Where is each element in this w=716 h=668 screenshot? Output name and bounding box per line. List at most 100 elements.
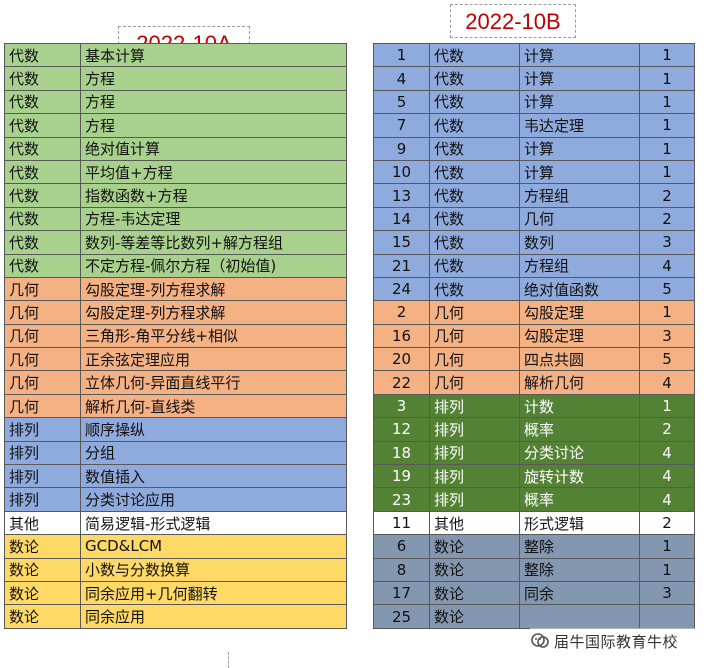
table-row: 数论 GCD&LCM [4, 534, 347, 559]
category-cell: 几何 [4, 347, 81, 372]
topic-cell: 平均值+方程 [80, 159, 347, 185]
topic-cell: 勾股定理 [519, 323, 640, 349]
topic-cell: 解析几何-直线类 [80, 393, 347, 419]
category-cell: 其他 [429, 510, 520, 536]
question-number-cell: 21 [373, 253, 430, 278]
table-row: 排列 顺序操纵 [4, 417, 347, 442]
topic-cell: 勾股定理 [519, 300, 640, 325]
dashed-guide-line [228, 652, 229, 668]
difficulty-cell: 4 [639, 487, 695, 512]
category-cell: 数论 [429, 534, 520, 559]
difficulty-cell: 1 [639, 136, 695, 161]
topic-cell: 整除 [519, 557, 640, 582]
table-row: 24 代数 绝对值函数 5 [373, 276, 695, 302]
category-cell: 代数 [429, 206, 520, 232]
difficulty-cell: 5 [639, 347, 695, 372]
question-number-cell: 24 [373, 276, 430, 302]
difficulty-cell: 5 [639, 276, 695, 302]
question-number-cell: 15 [373, 230, 430, 255]
category-cell: 几何 [4, 370, 81, 395]
question-number-cell: 25 [373, 604, 430, 629]
category-cell: 代数 [429, 89, 520, 115]
topic-cell [519, 604, 640, 629]
table-row: 14 代数 几何 2 [373, 206, 695, 232]
category-cell: 数论 [4, 604, 81, 629]
category-cell: 数论 [429, 580, 520, 606]
table-row: 其他 简易逻辑-形式逻辑 [4, 510, 347, 536]
topic-cell: 概率 [519, 417, 640, 442]
question-number-cell: 9 [373, 136, 430, 161]
difficulty-cell: 1 [639, 89, 695, 115]
table-row: 几何 三角形-角平分线+相似 [4, 323, 347, 349]
category-cell: 代数 [429, 159, 520, 185]
category-cell: 代数 [429, 183, 520, 208]
topic-cell: 勾股定理-列方程求解 [80, 276, 347, 302]
difficulty-cell: 4 [639, 464, 695, 489]
category-cell: 代数 [4, 230, 81, 255]
table-row: 代数 方程-韦达定理 [4, 206, 347, 232]
difficulty-cell: 1 [639, 393, 695, 419]
table-row: 排列 分类讨论应用 [4, 487, 347, 512]
table-row: 2 几何 勾股定理 1 [373, 300, 695, 325]
category-cell: 排列 [4, 417, 81, 442]
difficulty-cell: 1 [639, 300, 695, 325]
difficulty-cell: 3 [639, 580, 695, 606]
wechat-logo-icon [531, 633, 549, 648]
category-cell: 代数 [4, 253, 81, 278]
table-row: 几何 立体几何-异面直线平行 [4, 370, 347, 395]
topic-cell: 同余 [519, 580, 640, 606]
topic-cell: 计数 [519, 393, 640, 419]
table-row: 18 排列 分类讨论 4 [373, 440, 695, 466]
category-cell: 几何 [4, 323, 81, 349]
category-cell: 代数 [429, 276, 520, 302]
table-row: 几何 勾股定理-列方程求解 [4, 276, 347, 302]
table-row: 12 排列 概率 2 [373, 417, 695, 442]
category-cell: 几何 [429, 347, 520, 372]
category-cell: 几何 [429, 323, 520, 349]
category-cell: 代数 [429, 136, 520, 161]
difficulty-cell: 1 [639, 42, 695, 68]
category-cell: 代数 [4, 206, 81, 232]
topic-cell: 同余应用+几何翻转 [80, 580, 347, 606]
category-cell: 代数 [429, 66, 520, 91]
difficulty-cell: 4 [639, 253, 695, 278]
table-row: 9 代数 计算 1 [373, 136, 695, 161]
table-row: 排列 分组 [4, 440, 347, 466]
question-number-cell: 18 [373, 440, 430, 466]
table-row: 21 代数 方程组 4 [373, 253, 695, 278]
difficulty-cell: 3 [639, 323, 695, 349]
topic-cell: 计算 [519, 136, 640, 161]
table-row: 代数 不定方程-佩尔方程（初始值) [4, 253, 347, 278]
topic-cell: 解析几何 [519, 370, 640, 395]
topic-cell: 分类讨论应用 [80, 487, 347, 512]
topic-cell: 方程 [80, 66, 347, 91]
category-cell: 代数 [4, 89, 81, 115]
topic-cell: 方程 [80, 89, 347, 115]
table-row: 19 排列 旋转计数 4 [373, 464, 695, 489]
table-row: 10 代数 计算 1 [373, 159, 695, 185]
category-cell: 代数 [4, 183, 81, 208]
difficulty-cell: 1 [639, 113, 695, 138]
table-row: 17 数论 同余 3 [373, 580, 695, 606]
table-row: 4 代数 计算 1 [373, 66, 695, 91]
topic-cell: 计算 [519, 89, 640, 115]
topic-cell: 方程组 [519, 253, 640, 278]
topic-cell: 方程-韦达定理 [80, 206, 347, 232]
table-row: 3 排列 计数 1 [373, 393, 695, 419]
table-row: 几何 正余弦定理应用 [4, 347, 347, 372]
difficulty-cell: 4 [639, 440, 695, 466]
category-cell: 排列 [429, 464, 520, 489]
table-row: 1 代数 计算 1 [373, 42, 695, 68]
category-cell: 数论 [4, 580, 81, 606]
topic-cell: 分组 [80, 440, 347, 466]
question-number-cell: 22 [373, 370, 430, 395]
table-b: 1 代数 计算 1 4 代数 计算 1 5 代数 计算 1 7 代数 韦达定理 1 9 代数 计算 1 10 代数 计算 1 1… [373, 42, 695, 629]
category-cell: 数论 [429, 604, 520, 629]
topic-cell: 旋转计数 [519, 464, 640, 489]
table-row: 7 代数 韦达定理 1 [373, 113, 695, 138]
topic-cell: 数列 [519, 230, 640, 255]
category-cell: 数论 [429, 557, 520, 582]
category-cell: 几何 [429, 370, 520, 395]
category-cell: 几何 [4, 300, 81, 325]
difficulty-cell: 4 [639, 370, 695, 395]
